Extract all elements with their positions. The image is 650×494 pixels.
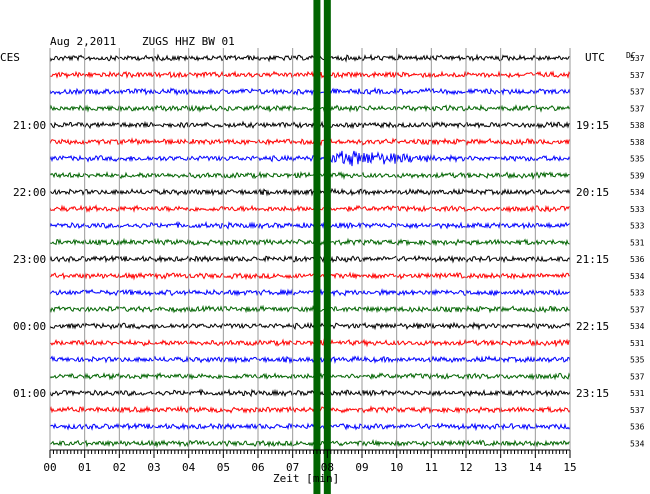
trace-8: [49, 187, 571, 197]
dc-offset-label: 534: [630, 188, 645, 197]
dc-offset-label: 537: [630, 305, 645, 314]
x-tick-label-14: 14: [529, 461, 543, 474]
trace-13: [49, 271, 571, 281]
dc-offset-label: 533: [630, 289, 645, 298]
right-time-label: 20:15: [576, 186, 609, 199]
header-date: Aug 2,2011: [50, 35, 116, 48]
dc-offset-label: 536: [630, 255, 645, 264]
trace-23: [49, 438, 571, 449]
trace-20: [49, 388, 571, 398]
trace-16: [49, 321, 571, 331]
event-markers: [313, 0, 331, 494]
dc-offset-label: 531: [630, 339, 645, 348]
dc-offset-label: 537: [630, 71, 645, 80]
dc-offset-label: 534: [630, 272, 645, 281]
x-tick-label-03: 03: [147, 461, 160, 474]
grid-group: [49, 48, 571, 450]
trace-15: [49, 304, 571, 314]
trace-4: [49, 120, 571, 130]
x-axis-label: Zeit [min]: [273, 472, 339, 485]
dc-offset-label: 537: [630, 104, 645, 113]
trace-17: [49, 338, 571, 348]
left-time-label: 22:00: [13, 186, 46, 199]
dc-offset-label: 536: [630, 423, 645, 432]
x-tick-label-08: 08: [321, 461, 334, 474]
dc-offset-label: 537: [630, 406, 645, 415]
dc-offset-label: 534: [630, 322, 645, 331]
right-time-label: 21:15: [576, 253, 609, 266]
dc-offset-label: 535: [630, 356, 645, 365]
dc-offset-label: 538: [630, 121, 645, 130]
right-zone-label: UTC: [585, 51, 605, 64]
left-time-label: 01:00: [13, 387, 46, 400]
label-group: 21:00 22:00 23:00 00:00 01:00 19:15 20:15 21:15…: [13, 54, 645, 448]
trace-1: [49, 70, 571, 80]
trace-22: [49, 422, 571, 432]
right-time-label: 22:15: [576, 320, 609, 333]
dc-offset-label: 537: [630, 54, 645, 63]
trace-3: [49, 103, 571, 113]
trace-12: [49, 254, 571, 264]
right-time-label: 23:15: [576, 387, 609, 400]
x-tick-label-07: 07: [286, 461, 299, 474]
x-axis: 00 01 02 03 04 05 06 07 08 09 10 11 12 13 14 15: [43, 449, 577, 474]
x-tick-label-06: 06: [251, 461, 264, 474]
trace-9: [49, 204, 571, 214]
trace-18: [49, 355, 571, 365]
trace-11: [49, 237, 571, 247]
x-tick-label-00: 00: [43, 461, 56, 474]
x-tick-label-02: 02: [113, 461, 126, 474]
x-tick-label-01: 01: [78, 461, 91, 474]
dc-offset-label: 539: [630, 171, 645, 180]
trace-14: [49, 288, 571, 297]
dc-offset-label: 533: [630, 205, 645, 214]
dc-offset-label: 537: [630, 88, 645, 97]
x-tick-label-13: 13: [494, 461, 507, 474]
x-tick-label-11: 11: [425, 461, 438, 474]
x-tick-label-12: 12: [459, 461, 472, 474]
trace-5: [49, 137, 571, 147]
x-tick-label-09: 09: [355, 461, 368, 474]
left-zone-label: CES: [0, 51, 20, 64]
trace-group: [49, 53, 571, 449]
x-tick-label-05: 05: [217, 461, 230, 474]
trace-21: [49, 405, 571, 415]
dc-label: DC: [626, 51, 636, 60]
trace-7: [49, 170, 571, 180]
trace-2: [49, 86, 571, 96]
left-time-label: 23:00: [13, 253, 46, 266]
trace-0: [49, 53, 571, 63]
trace-6: [49, 150, 571, 167]
trace-19: [49, 371, 571, 381]
dc-offset-label: 534: [630, 439, 645, 448]
left-time-label: 00:00: [13, 320, 46, 333]
dc-offset-label: 537: [630, 372, 645, 381]
x-tick-label-04: 04: [182, 461, 196, 474]
dc-offset-label: 531: [630, 389, 645, 398]
x-tick-label-10: 10: [390, 461, 403, 474]
dc-offset-label: 538: [630, 138, 645, 147]
trace-10: [49, 220, 571, 230]
header-station: ZUGS HHZ BW 01: [142, 35, 235, 48]
x-tick-label-15: 15: [563, 461, 576, 474]
dc-offset-label: 531: [630, 238, 645, 247]
right-time-label: 19:15: [576, 119, 609, 132]
dc-offset-label: 535: [630, 155, 645, 164]
left-time-label: 21:00: [13, 119, 46, 132]
dc-offset-label: 533: [630, 222, 645, 231]
